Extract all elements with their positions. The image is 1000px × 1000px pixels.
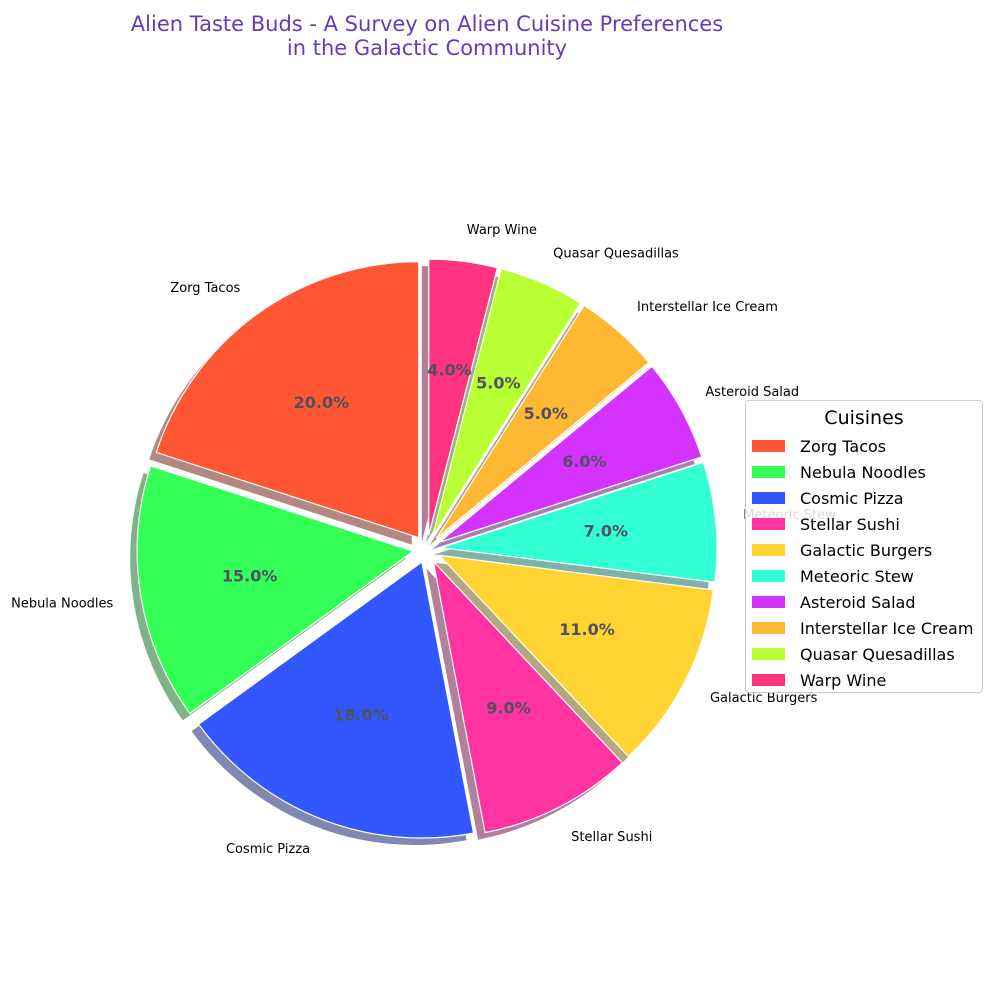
legend-swatch xyxy=(752,570,785,582)
category-label-warp-wine: Warp Wine xyxy=(467,223,537,238)
legend-label: Asteroid Salad xyxy=(800,592,916,612)
legend-label: Stellar Sushi xyxy=(800,514,900,534)
category-label-quasar-quesadillas: Quasar Quesadillas xyxy=(553,247,679,262)
legend-swatch xyxy=(752,622,785,634)
legend: Cuisines Zorg Tacos Nebula Noodles Cosmic … xyxy=(745,400,983,693)
percent-label-quasar-quesadillas: 5.0% xyxy=(476,374,520,393)
legend-label: Quasar Quesadillas xyxy=(800,644,955,664)
pie-slice-zorg-tacos xyxy=(155,261,420,539)
legend-item-meteoric-stew: Meteoric Stew xyxy=(752,563,982,589)
slice-labels: 20.0% Zorg Tacos 15.0% Nebula Noodles 18.0% C… xyxy=(11,223,836,857)
legend-item-interstellar-ice-cream: Interstellar Ice Cream xyxy=(752,615,982,641)
pie-slice-asteroid-salad xyxy=(438,365,703,543)
percent-label-asteroid-salad: 6.0% xyxy=(562,452,606,471)
legend-item-cosmic-pizza: Cosmic Pizza xyxy=(752,485,982,511)
legend-list: Zorg Tacos Nebula Noodles Cosmic Pizza Stel… xyxy=(746,433,982,693)
category-label-cosmic-pizza: Cosmic Pizza xyxy=(226,842,310,857)
pie-slices xyxy=(136,258,718,839)
legend-label: Meteoric Stew xyxy=(800,566,914,586)
legend-swatch xyxy=(752,674,785,686)
legend-label: Zorg Tacos xyxy=(800,436,887,456)
percent-label-cosmic-pizza: 18.0% xyxy=(333,705,389,724)
pie-slice-meteoric-stew xyxy=(440,461,718,583)
legend-item-stellar-sushi: Stellar Sushi xyxy=(752,511,982,537)
legend-swatch xyxy=(752,492,785,504)
legend-item-asteroid-salad: Asteroid Salad xyxy=(752,589,982,615)
legend-label: Warp Wine xyxy=(800,670,887,690)
pie-slice-interstellar-ice-cream xyxy=(435,304,650,539)
legend-item-galactic-burgers: Galactic Burgers xyxy=(752,537,982,563)
pie-slice-cosmic-pizza xyxy=(197,560,475,839)
legend-label: Cosmic Pizza xyxy=(800,488,904,508)
category-label-zorg-tacos: Zorg Tacos xyxy=(170,281,240,296)
pie-slice-warp-wine xyxy=(428,258,499,536)
legend-swatch xyxy=(752,544,785,556)
pie-slice-nebula-noodles xyxy=(136,465,415,715)
legend-swatch xyxy=(752,466,785,478)
category-label-interstellar-ice-cream: Interstellar Ice Cream xyxy=(637,300,778,315)
percent-label-zorg-tacos: 20.0% xyxy=(294,393,350,412)
pie-slice-stellar-sushi xyxy=(432,559,624,834)
percent-label-meteoric-stew: 7.0% xyxy=(584,522,628,541)
legend-item-zorg-tacos: Zorg Tacos xyxy=(752,433,982,459)
chart-title-line-2: in the Galactic Community xyxy=(287,36,567,60)
legend-item-warp-wine: Warp Wine xyxy=(752,667,982,693)
category-label-stellar-sushi: Stellar Sushi xyxy=(571,830,652,845)
legend-swatch xyxy=(752,596,785,608)
category-label-nebula-noodles: Nebula Noodles xyxy=(11,596,113,611)
chart-title-line-1: Alien Taste Buds - A Survey on Alien Cui… xyxy=(131,12,723,36)
legend-swatch xyxy=(752,440,785,452)
percent-label-nebula-noodles: 15.0% xyxy=(222,567,278,586)
pie-slice-quasar-quesadillas xyxy=(431,268,582,537)
legend-label: Nebula Noodles xyxy=(800,462,926,482)
percent-label-warp-wine: 4.0% xyxy=(427,360,471,379)
legend-title: Cuisines xyxy=(824,407,904,429)
percent-label-galactic-burgers: 11.0% xyxy=(559,620,615,639)
legend-label: Galactic Burgers xyxy=(800,540,933,560)
legend-item-nebula-noodles: Nebula Noodles xyxy=(752,459,982,485)
legend-swatch xyxy=(752,518,785,530)
category-label-asteroid-salad: Asteroid Salad xyxy=(705,385,799,400)
legend-label: Interstellar Ice Cream xyxy=(800,618,974,638)
pie-slice-galactic-burgers xyxy=(437,554,714,758)
legend-item-quasar-quesadillas: Quasar Quesadillas xyxy=(752,641,982,667)
category-label-galactic-burgers: Galactic Burgers xyxy=(710,691,818,706)
legend-swatch xyxy=(752,648,785,660)
percent-label-interstellar-ice-cream: 5.0% xyxy=(524,404,568,423)
percent-label-stellar-sushi: 9.0% xyxy=(486,699,530,718)
